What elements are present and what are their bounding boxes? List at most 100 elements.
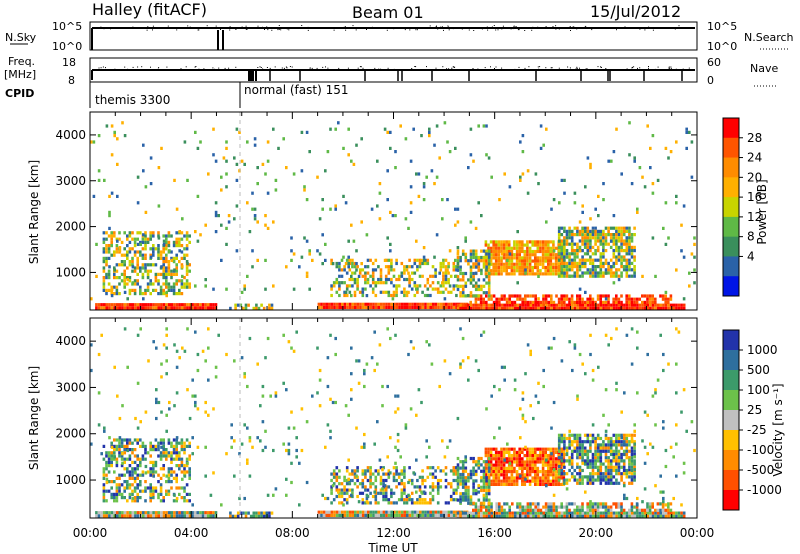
- backscatter-cell: [141, 276, 145, 280]
- backscatter-cell: [152, 467, 155, 471]
- backscatter-cell: [521, 482, 524, 486]
- backscatter-cell: [591, 300, 595, 304]
- nave-point: [550, 67, 552, 69]
- backscatter-cell: [361, 491, 365, 495]
- backscatter-cell: [630, 233, 634, 237]
- backscatter-cell: [620, 226, 623, 230]
- backscatter-cell: [449, 469, 453, 473]
- backscatter-cell: [434, 513, 438, 517]
- backscatter-cell: [583, 475, 587, 479]
- backscatter-cell: [459, 479, 462, 483]
- backscatter-cell: [581, 303, 585, 307]
- backscatter-cell: [229, 306, 232, 310]
- backscatter-cell: [405, 277, 409, 282]
- backscatter-cell: [664, 201, 668, 205]
- backscatter-cell: [435, 175, 439, 179]
- backscatter-cell: [641, 294, 644, 298]
- backscatter-cell: [345, 284, 349, 288]
- backscatter-cell: [591, 478, 595, 482]
- backscatter-cell: [547, 249, 550, 254]
- backscatter-cell: [589, 472, 592, 476]
- backscatter-cell: [568, 242, 571, 246]
- backscatter-cell: [536, 269, 540, 273]
- backscatter-cell: [102, 306, 106, 310]
- backscatter-cell: [560, 472, 564, 476]
- backscatter-cell: [599, 229, 603, 233]
- backscatter-cell: [378, 217, 382, 221]
- backscatter-cell: [167, 260, 171, 264]
- backscatter-cell: [636, 303, 639, 307]
- backscatter-cell: [469, 476, 473, 480]
- backscatter-cell: [160, 362, 163, 366]
- backscatter-cell: [364, 472, 367, 476]
- backscatter-cell: [472, 488, 475, 493]
- backscatter-cell: [115, 486, 119, 490]
- backscatter-cell: [371, 281, 375, 285]
- backscatter-cell: [469, 127, 473, 131]
- backscatter-cell: [157, 492, 160, 496]
- backscatter-cell: [209, 306, 213, 310]
- backscatter-cell: [557, 460, 560, 464]
- backscatter-cell: [417, 172, 421, 176]
- backscatter-cell: [591, 436, 595, 441]
- backscatter-cell: [554, 470, 558, 474]
- backscatter-cell: [322, 510, 326, 514]
- backscatter-cell: [505, 249, 508, 254]
- backscatter-cell: [633, 306, 637, 310]
- backscatter-cell: [387, 513, 391, 517]
- nsky-point: [517, 29, 519, 31]
- backscatter-cell: [426, 475, 430, 479]
- backscatter-cell: [411, 305, 414, 310]
- backscatter-cell: [557, 300, 561, 304]
- nave-point: [539, 66, 541, 68]
- backscatter-cell: [456, 249, 460, 253]
- backscatter-cell: [426, 258, 430, 262]
- backscatter-cell: [133, 454, 137, 458]
- nave-point: [233, 69, 234, 71]
- backscatter-cell: [115, 438, 119, 442]
- backscatter-cell: [162, 234, 165, 238]
- backscatter-cell: [487, 450, 490, 454]
- backscatter-cell: [180, 457, 184, 461]
- colorbar-swatch: [723, 216, 739, 238]
- backscatter-cell: [126, 237, 129, 241]
- backscatter-cell: [113, 492, 116, 496]
- backscatter-cell: [162, 263, 165, 267]
- backscatter-cell: [251, 265, 254, 269]
- backscatter-cell: [255, 306, 258, 310]
- backscatter-cell: [97, 391, 101, 395]
- backscatter-cell: [615, 459, 618, 463]
- backscatter-cell: [452, 305, 456, 310]
- backscatter-cell: [485, 291, 488, 295]
- backscatter-cell: [408, 265, 411, 269]
- backscatter-cell: [584, 514, 587, 518]
- backscatter-cell: [128, 263, 132, 267]
- backscatter-cell: [554, 253, 558, 257]
- backscatter-cell: [581, 508, 584, 512]
- backscatter-cell: [371, 482, 375, 486]
- backscatter-cell: [607, 465, 610, 469]
- backscatter-cell: [633, 475, 636, 479]
- backscatter-cell: [139, 483, 142, 487]
- backscatter-cell: [472, 482, 475, 486]
- backscatter-cell: [591, 274, 595, 278]
- nave-point: [451, 67, 453, 69]
- backscatter-cell: [444, 485, 448, 489]
- backscatter-cell: [599, 446, 603, 450]
- backscatter-cell: [505, 253, 508, 257]
- backscatter-cell: [607, 478, 610, 482]
- nave-point: [195, 66, 197, 67]
- backscatter-cell: [549, 246, 553, 250]
- backscatter-cell: [378, 191, 382, 195]
- cpid-segment-themis: themis 3300: [95, 93, 170, 107]
- backscatter-cell: [439, 261, 443, 266]
- backscatter-cell: [536, 246, 540, 250]
- backscatter-cell: [557, 446, 561, 450]
- backscatter-cell: [116, 162, 119, 166]
- backscatter-cell: [214, 159, 218, 163]
- backscatter-cell: [505, 265, 508, 270]
- backscatter-cell: [557, 468, 561, 473]
- backscatter-cell: [449, 498, 453, 502]
- backscatter-cell: [433, 255, 436, 259]
